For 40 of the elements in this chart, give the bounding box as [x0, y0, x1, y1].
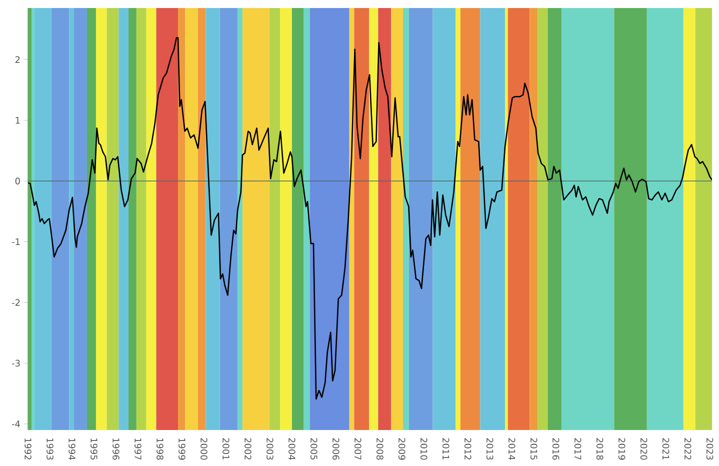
x-tick-label: 2000 — [200, 438, 208, 460]
x-tick-label: 2005 — [310, 438, 318, 460]
x-tick-label: 1995 — [90, 438, 98, 460]
y-tick-label: 2 — [15, 56, 20, 63]
x-tick-label: 1996 — [112, 438, 120, 460]
y-tick-label: -2 — [12, 299, 20, 306]
x-tick-label: 2009 — [398, 438, 406, 460]
y-tick-label: 1 — [16, 117, 20, 124]
x-tick-label: 2002 — [244, 438, 252, 460]
x-tick-label: 2010 — [420, 438, 428, 460]
x-tick-label: 2011 — [442, 438, 450, 460]
x-tick-label: 2020 — [640, 438, 648, 460]
x-tick-label: 2014 — [508, 438, 516, 460]
x-tick-label: 2018 — [596, 438, 604, 460]
line-series — [28, 37, 712, 400]
x-tick-label: 2022 — [684, 438, 692, 460]
x-tick-label: 2023 — [706, 438, 714, 460]
x-tick-label: 1999 — [178, 438, 186, 460]
x-tick-label: 1992 — [24, 438, 32, 460]
x-tick-label: 2015 — [530, 438, 538, 460]
y-tick-label: -4 — [12, 420, 20, 428]
y-tick-label: 0 — [15, 178, 20, 184]
x-tick-label: 2021 — [662, 438, 670, 460]
x-tick-label: 1998 — [156, 438, 164, 460]
x-tick-label: 1993 — [46, 438, 54, 460]
x-tick-label: 2008 — [376, 438, 384, 460]
y-tick-label: -1 — [12, 238, 20, 246]
x-tick-label: 2007 — [354, 438, 362, 460]
y-tick-label: -3 — [12, 360, 20, 367]
x-tick-label: 2012 — [464, 438, 472, 460]
x-tick-label: 2003 — [266, 438, 274, 460]
x-tick-label: 2019 — [618, 438, 626, 460]
x-tick-label: 2013 — [486, 438, 494, 460]
x-tick-label: 2017 — [574, 438, 582, 460]
x-tick-label: 2006 — [332, 438, 340, 460]
x-tick-label: 2016 — [552, 438, 560, 460]
x-tick-label: 2004 — [288, 438, 296, 460]
x-tick-label: 1997 — [134, 438, 142, 460]
x-tick-label: 2001 — [222, 438, 230, 460]
x-tick-label: 1994 — [68, 438, 76, 460]
